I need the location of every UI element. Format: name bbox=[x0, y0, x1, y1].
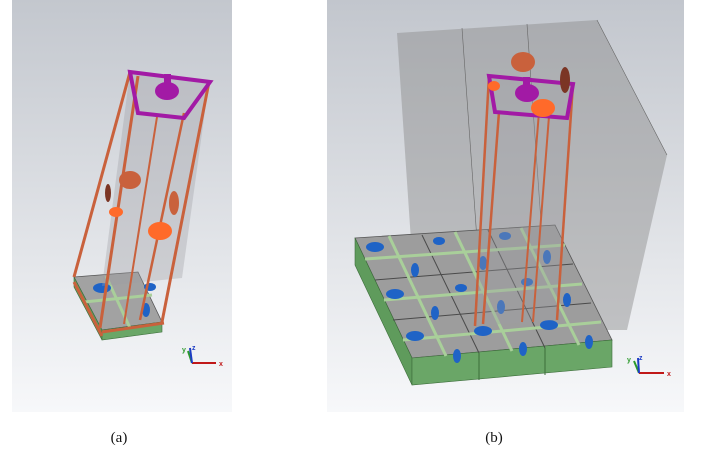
panel-a-caption: (a) bbox=[110, 430, 128, 446]
panel-b-render: x y z bbox=[327, 0, 684, 412]
panel-a-background bbox=[12, 0, 232, 412]
panel-a: x y z bbox=[12, 0, 232, 412]
axis-triad: x y z bbox=[182, 345, 223, 368]
z-axis-label: z bbox=[639, 355, 643, 362]
top-port-frame bbox=[486, 73, 576, 121]
axis-triad: x y z bbox=[627, 355, 671, 378]
waveguide-column bbox=[72, 71, 211, 337]
y-axis-label: y bbox=[182, 347, 186, 354]
x-axis-label: x bbox=[219, 361, 223, 368]
orange-elements bbox=[105, 171, 179, 240]
orange-elements bbox=[488, 52, 570, 117]
panel-a-render: x y z bbox=[12, 0, 232, 412]
z-axis-label: z bbox=[192, 345, 196, 352]
panel-b-caption: (b) bbox=[485, 430, 503, 446]
panel-b: x y z bbox=[327, 0, 684, 412]
blue-features bbox=[366, 232, 593, 363]
waveguide-column bbox=[473, 75, 575, 327]
x-axis-label: x bbox=[667, 371, 671, 378]
y-axis-label: y bbox=[627, 357, 631, 364]
top-port-frame bbox=[127, 69, 214, 121]
